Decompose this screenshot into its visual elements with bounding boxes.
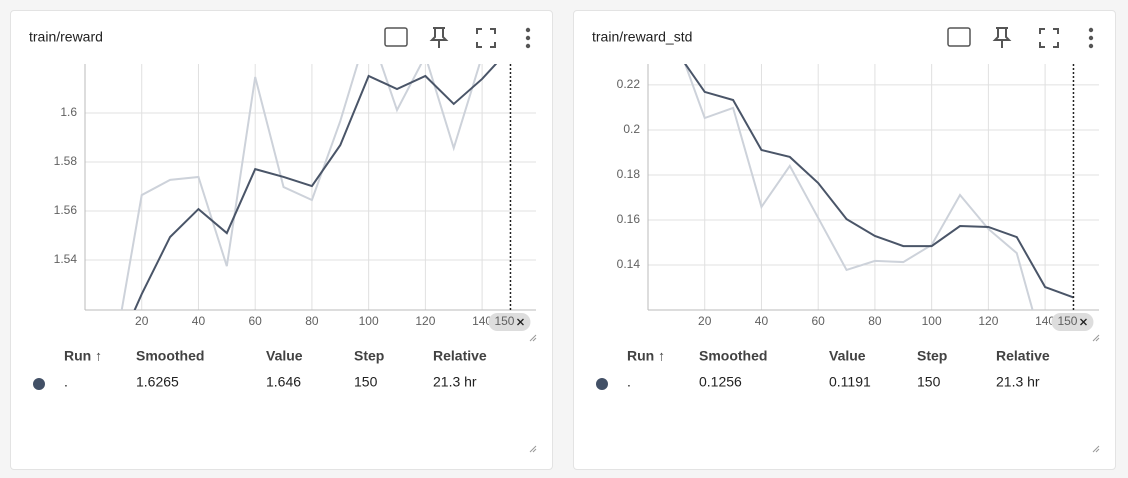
resize-handle [1092,445,1100,453]
x-tick-label: 60 [812,314,826,328]
table-cell: 150 [917,374,941,390]
line-series [120,64,481,310]
table-header: Step [354,348,384,364]
x-tick-label: 80 [305,314,319,328]
card: train/reward 20 40 60 80 100 120 140 1.54 1.56 1.5… [10,10,553,470]
pin-icon[interactable] [429,27,449,48]
y-tick-label: 0.14 [617,257,641,271]
x-tick-label: 20 [698,314,712,328]
chart: train/reward_std 20 40 60 80 100 120 140 0.14 0.1… [592,27,1100,453]
table-cell: 0.1191 [829,374,871,390]
y-tick-label: 1.6 [60,105,77,119]
resize-handle [529,445,537,453]
close-icon[interactable] [1080,318,1087,326]
y-tick-label: 1.58 [54,154,78,168]
x-tick-label: 40 [192,314,206,328]
toolbar [384,27,496,48]
table-cell: 21.3 hr [996,374,1040,390]
menu-icon[interactable] [1088,27,1094,49]
menu-dot [525,43,531,49]
fit-icon[interactable] [384,27,408,47]
line-series [133,64,498,310]
fit-icon[interactable] [947,27,971,47]
chart-title: train/reward_std [592,29,692,45]
table-header[interactable]: Run ↑ [627,348,665,364]
x-tick-label: 80 [868,314,882,328]
menu-dot [525,27,531,33]
y-tick-label: 1.54 [54,252,78,266]
x-tick-label: 140 [1035,314,1055,328]
toolbar [947,27,1059,48]
fullscreen-icon[interactable] [476,28,496,48]
pin-icon[interactable] [992,27,1012,48]
plot [120,64,498,310]
table-header: Step [917,348,947,364]
x-tick-label: 60 [249,314,263,328]
table-cell: . [64,374,68,390]
line-series [684,64,1034,310]
y-tick-label: 0.22 [617,77,641,91]
step-pill [1051,313,1094,331]
table-header: Value [266,348,303,364]
table-cell: 0.1256 [699,374,742,390]
table-cell: 1.646 [266,374,301,390]
x-tick-label: 140 [472,314,492,328]
x-tick-label: 100 [359,314,379,328]
chart-title: train/reward [29,29,103,45]
chart: train/reward 20 40 60 80 100 120 140 1.54 1.56 1.5… [29,27,537,453]
run-color [33,378,45,390]
table-cell: . [627,374,631,390]
y-tick-label: 0.16 [617,212,641,226]
y-tick-label: 0.18 [617,167,641,181]
table-cell: 150 [354,374,378,390]
table-header: Value [829,348,866,364]
fullscreen-icon[interactable] [1039,28,1059,48]
step-label: 150 [494,314,514,328]
step-label: 150 [1057,314,1077,328]
x-tick-label: 120 [415,314,435,328]
x-tick-label: 20 [135,314,149,328]
menu-dot [1088,27,1094,33]
table-header: Relative [433,348,487,364]
x-tick-label: 120 [978,314,998,328]
table-cell: 1.6265 [136,374,179,390]
table-cell: 21.3 hr [433,374,477,390]
y-tick-label: 0.2 [623,122,640,136]
run-color [596,378,608,390]
table-header[interactable]: Run ↑ [64,348,102,364]
x-tick-label: 40 [755,314,769,328]
step-pill [488,313,531,331]
y-tick-label: 1.56 [54,203,78,217]
plot [684,64,1074,310]
table-header: Smoothed [136,348,204,364]
menu-dot [525,35,531,41]
menu-dot [1088,43,1094,49]
resize-handle [529,334,537,342]
table-header: Smoothed [699,348,767,364]
card: train/reward_std 20 40 60 80 100 120 140 0.14 0.1… [573,10,1116,470]
table-header: Relative [996,348,1050,364]
x-tick-label: 100 [922,314,942,328]
line-series [684,64,1074,299]
resize-handle [1092,334,1100,342]
menu-icon[interactable] [525,27,531,49]
close-icon[interactable] [517,318,524,326]
menu-dot [1088,35,1094,41]
